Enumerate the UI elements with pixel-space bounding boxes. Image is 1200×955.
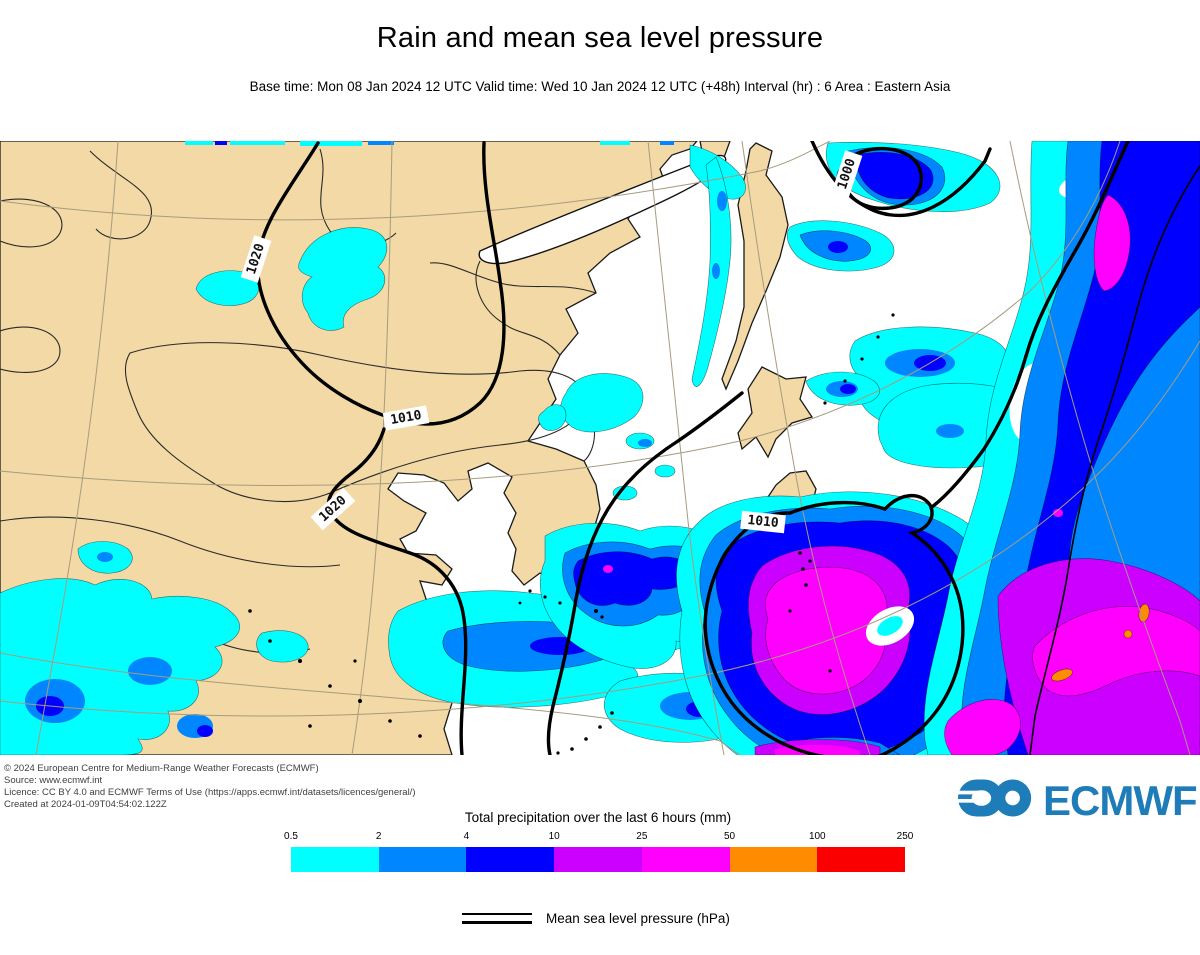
colorbar-tick: 25: [636, 831, 648, 842]
weather-map-canvas: 1020 1010 1020 1010 1000: [0, 139, 1200, 790]
ecmwf-logo: ECMWF: [956, 774, 1198, 827]
mslp-line-symbol: [462, 912, 532, 925]
colorbar-tick: 100: [808, 831, 826, 842]
contour-label-1010-b: 1010: [747, 513, 780, 531]
precip-legend-title: Total precipitation over the last 6 hour…: [464, 810, 732, 825]
colorbar-cell: [729, 847, 818, 872]
colorbar-cell: [291, 847, 379, 872]
mslp-line-thick: [462, 920, 532, 925]
colorbar-tick: 4: [463, 831, 470, 842]
island-hokkaido: [737, 366, 814, 459]
small-islands: [248, 313, 895, 755]
copyright-line: © 2024 European Centre for Medium-Range …: [4, 763, 319, 774]
colorbar-cell: [466, 847, 555, 872]
colorbar-tick: 0.5: [284, 831, 298, 842]
copyright-block: © 2024 European Centre for Medium-Range …: [4, 763, 416, 811]
mslp-legend-label: Mean sea level pressure (hPa): [546, 911, 730, 926]
ecmwf-logo-icon: [956, 774, 1038, 827]
copyright-line: Licence: CC BY 4.0 and ECMWF Terms of Us…: [4, 787, 416, 799]
colorbar-cell: [554, 847, 642, 872]
page-title: Rain and mean sea level pressure: [376, 22, 824, 54]
precip-tick-labels: 0.5 2 4 10 25 50 100 250: [284, 831, 913, 845]
graticule: [0, 140, 1200, 756]
header-subtitle: Base time: Mon 08 Jan 2024 12 UTC Valid …: [249, 79, 951, 94]
precipitation-field: [0, 140, 1200, 790]
colorbar-tick: 10: [548, 831, 560, 842]
mslp-legend: Mean sea level pressure (hPa): [462, 911, 730, 926]
precip-colorbar: [291, 847, 906, 872]
precip-legend: Total precipitation over the last 6 hour…: [284, 810, 913, 872]
copyright-line: Source: www.ecmwf.int: [4, 775, 103, 787]
colorbar-cell: [378, 847, 467, 872]
colorbar-tick: 2: [375, 831, 382, 842]
ecmwf-logo-text: ECMWF: [1043, 776, 1198, 824]
colorbar-cell: [817, 847, 906, 872]
weather-map: 1020 1010 1020 1010 1000: [0, 139, 1200, 790]
colorbar-cell: [641, 847, 730, 872]
copyright-line: Created at 2024-01-09T04:54:02.122Z: [4, 799, 167, 811]
colorbar-tick: 250: [896, 831, 914, 842]
colorbar-tick: 50: [724, 831, 736, 842]
island-sakhalin: [721, 142, 789, 391]
contour-label-1010-a: 1010: [389, 408, 423, 428]
mslp-line-thin: [462, 912, 532, 915]
contour-labels: 1020 1010 1020 1010 1000: [240, 150, 863, 534]
